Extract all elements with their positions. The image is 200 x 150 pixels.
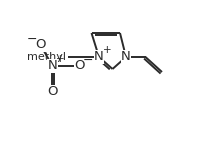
- Text: −: −: [27, 33, 37, 45]
- Text: O: O: [35, 39, 46, 51]
- Text: O: O: [74, 60, 84, 72]
- Text: +: +: [102, 45, 111, 55]
- Text: N: N: [47, 60, 57, 72]
- Text: −: −: [83, 54, 93, 66]
- Text: O: O: [47, 85, 57, 98]
- Text: N: N: [94, 51, 103, 63]
- Text: N: N: [121, 51, 130, 63]
- Text: +: +: [56, 54, 65, 64]
- Text: methyl: methyl: [27, 52, 66, 61]
